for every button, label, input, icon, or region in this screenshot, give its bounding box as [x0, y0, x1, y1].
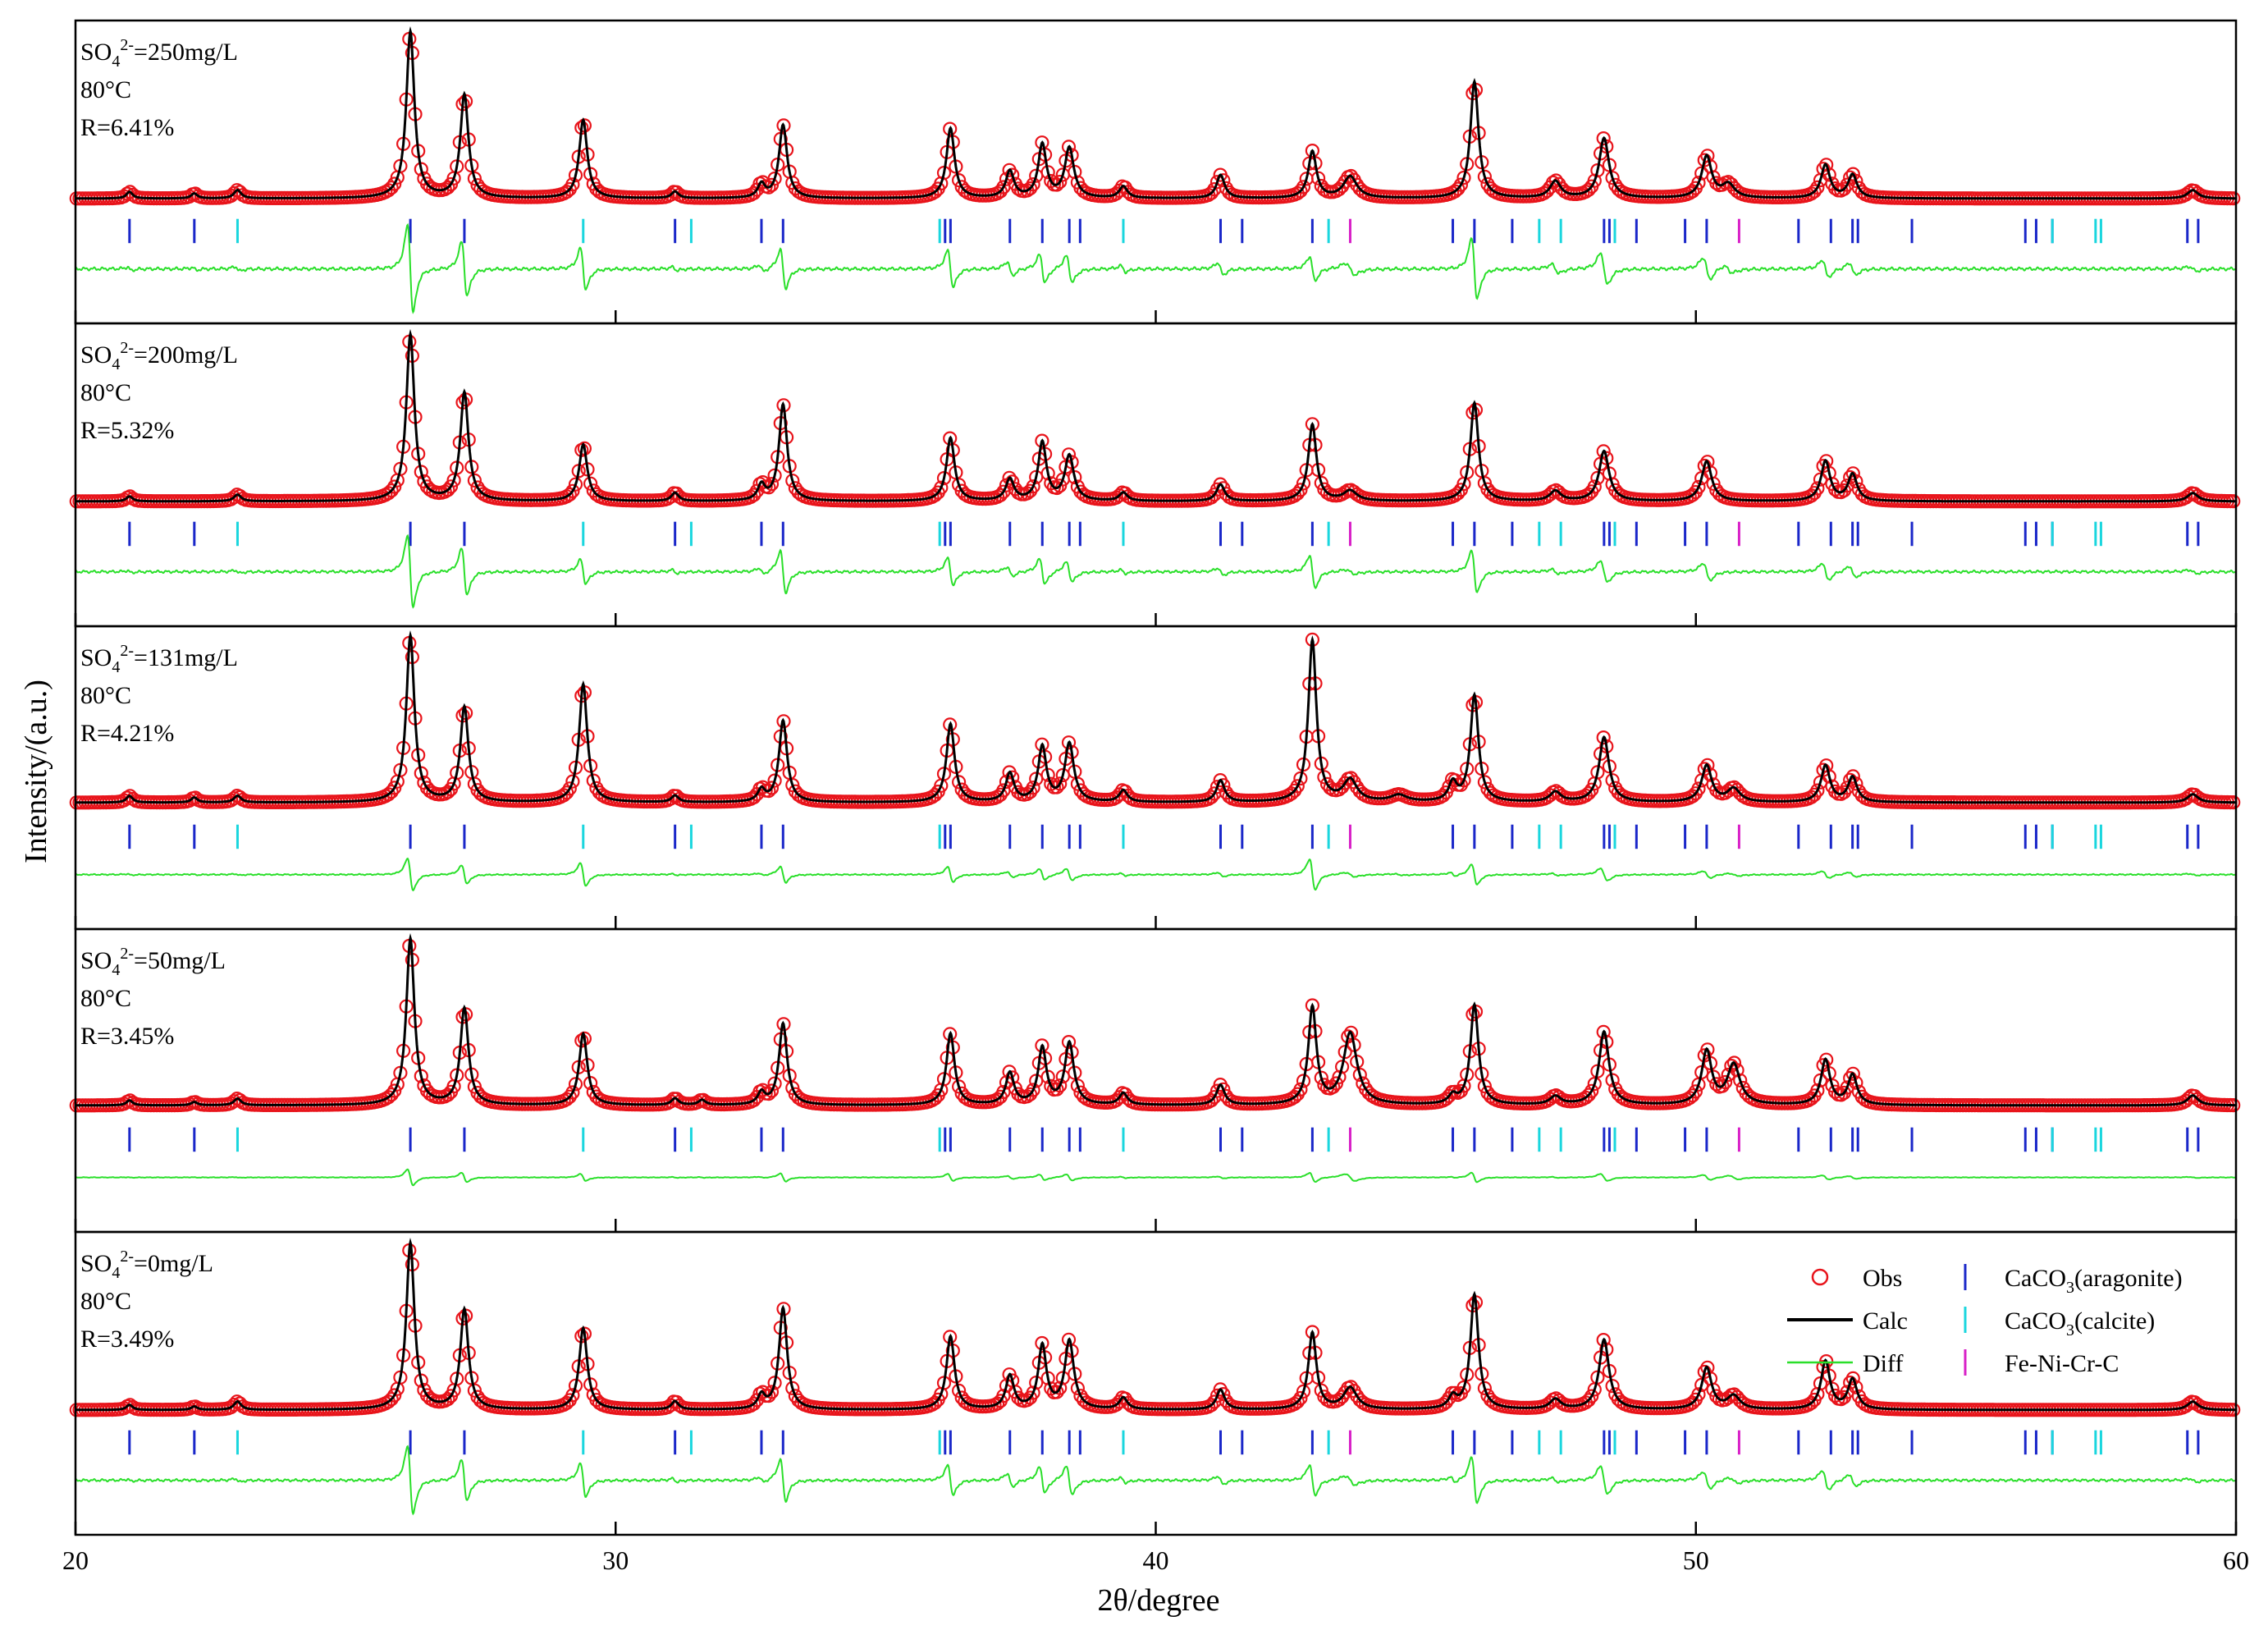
obs-point: [1807, 184, 1822, 199]
obs-point: [1453, 177, 1469, 192]
temperature-label: 80°C: [80, 682, 131, 709]
obs-point: [384, 483, 399, 498]
obs-point: [1596, 131, 1611, 146]
r-factor-label: R=5.32%: [80, 417, 174, 444]
obs-point: [1005, 474, 1020, 489]
r-factor-label: R=3.49%: [80, 1326, 174, 1353]
obs-point: [1845, 466, 1860, 481]
obs-point: [1061, 447, 1077, 462]
obs-point: [993, 184, 1008, 199]
obs-point: [1290, 486, 1305, 501]
obs-point: [1026, 479, 1040, 494]
obs-point: [568, 477, 583, 492]
obs-point: [785, 474, 800, 488]
legend-label: Calc: [1863, 1307, 1908, 1335]
obs-point: [1293, 483, 1308, 497]
x-tick-label: 20: [62, 1545, 89, 1575]
r-factor-label: R=6.41%: [80, 114, 174, 141]
obs-point: [1293, 184, 1308, 199]
obs-point: [1587, 479, 1602, 494]
legend-label: Fe-Ni-Cr-C: [2005, 1350, 2119, 1377]
y-axis-label: Intensity/(a.u.): [19, 680, 53, 863]
obs-point: [1590, 163, 1605, 178]
obs-point: [1845, 167, 1860, 181]
diff-line: [75, 533, 2237, 609]
obs-point: [1026, 177, 1040, 192]
obs-point: [387, 176, 402, 191]
x-tick-label: 60: [2223, 1545, 2249, 1575]
obs-point: [387, 479, 402, 494]
obs-point: [1040, 165, 1055, 180]
obs-point: [1022, 181, 1038, 196]
obs-point: [1296, 180, 1311, 195]
obs-point: [764, 477, 780, 492]
sulfate-concentration-label: SO42-=50mg/L: [80, 945, 226, 979]
sulfate-concentration-label: SO42-=200mg/L: [80, 339, 238, 373]
obs-point: [1061, 140, 1077, 154]
obs-point: [1296, 476, 1311, 491]
obs-point: [1590, 470, 1605, 486]
obs-point: [1053, 175, 1068, 190]
obs-point: [562, 487, 577, 502]
obs-point: [761, 480, 776, 495]
obs-point: [565, 483, 580, 498]
obs-point: [1310, 171, 1326, 185]
obs-point: [1451, 181, 1466, 196]
obs-point: [1810, 180, 1825, 195]
legend-label: Diff: [1863, 1350, 1903, 1377]
obs-point: [565, 177, 580, 192]
x-tick-label: 30: [602, 1545, 629, 1575]
obs-point: [467, 171, 482, 186]
obs-point: [1204, 185, 1219, 200]
temperature-label: 80°C: [80, 1288, 131, 1315]
obs-point: [1605, 171, 1620, 185]
obs-point: [1691, 479, 1706, 495]
sulfate-concentration-label: SO42-=0mg/L: [80, 1248, 213, 1282]
panel-1: SO42-=250mg/L 80°C R=6.41%: [69, 26, 2241, 314]
obs-point: [747, 488, 761, 502]
obs-point: [767, 468, 782, 483]
temperature-label: 80°C: [80, 76, 131, 103]
sulfate-concentration-label: SO42-=250mg/L: [80, 36, 238, 71]
r-factor-label: R=3.45%: [80, 1023, 174, 1050]
x-tick-label: 40: [1143, 1545, 1169, 1575]
obs-point: [1005, 167, 1020, 182]
obs-point: [443, 479, 459, 494]
sulfate-concentration-label: SO42-=131mg/L: [80, 642, 238, 676]
obs-point: [1706, 476, 1721, 491]
obs-point: [1477, 169, 1493, 184]
obs-point: [951, 173, 967, 188]
obs-point: [1035, 433, 1049, 448]
diff-line: [75, 222, 2237, 314]
x-tick-label: 50: [1683, 1545, 1709, 1575]
obs-point: [384, 181, 399, 195]
obs-point: [1819, 158, 1834, 172]
calc-line: [75, 26, 2236, 200]
obs-point: [1049, 177, 1064, 192]
obs-point: [1810, 481, 1825, 496]
obs-point: [568, 167, 583, 183]
panel-3: SO42-=131mg/L 80°C R=4.21%: [69, 630, 2241, 892]
obs-point: [1587, 173, 1602, 188]
obs-point: [1002, 470, 1017, 485]
obs-point: [1456, 170, 1471, 185]
calc-line: [75, 328, 2236, 503]
obs-point: [1596, 444, 1611, 459]
x-axis-label: 2θ/degree: [1097, 1583, 1219, 1618]
obs-point: [1305, 417, 1320, 432]
obs-point: [1068, 469, 1082, 485]
legend-label: Obs: [1863, 1265, 1902, 1292]
obs-point: [1691, 176, 1706, 190]
obs-point: [467, 473, 482, 488]
temperature-label: 80°C: [80, 379, 131, 406]
r-factor-label: R=4.21%: [80, 720, 174, 747]
obs-point: [767, 172, 782, 186]
panel-2: SO42-=200mg/L 80°C R=5.32%: [69, 328, 2241, 609]
obs-point: [583, 476, 598, 491]
temperature-label: 80°C: [80, 985, 131, 1012]
obs-point: [934, 480, 949, 495]
